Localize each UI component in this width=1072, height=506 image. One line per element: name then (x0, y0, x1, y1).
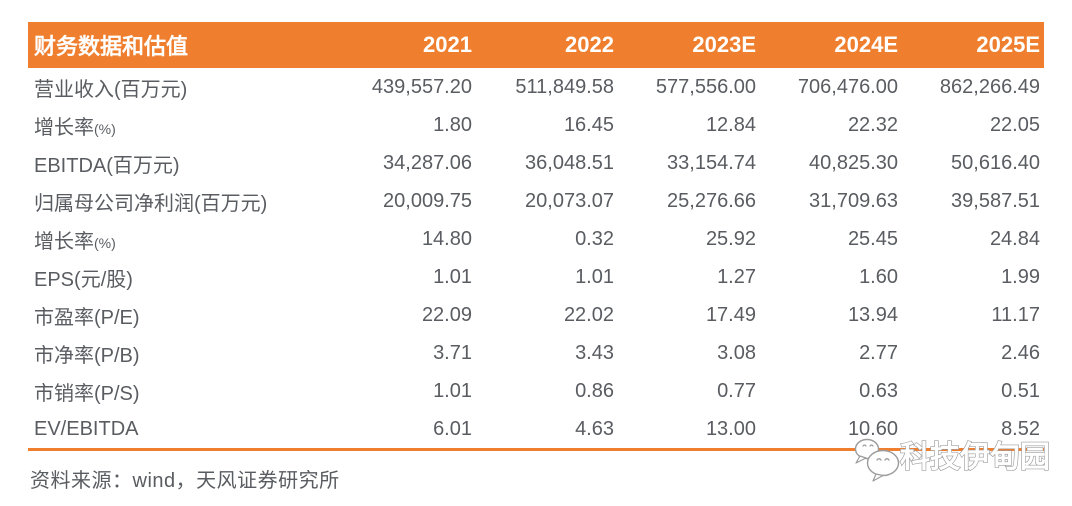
cell-value: 16.45 (563, 113, 614, 136)
row-label: 市盈率(P/E) (34, 306, 140, 329)
table-row: 增长率(%) 1.80 16.45 12.84 22.32 22.05 (28, 106, 1044, 144)
cell-value: 1.01 (433, 265, 472, 288)
cell-value: 10.60 (847, 417, 898, 440)
cell-value: 1.80 (433, 113, 472, 136)
table-row: 增长率(%) 14.80 0.32 25.92 25.45 24.84 (28, 220, 1044, 258)
cell-value: 11.17 (991, 303, 1040, 326)
column-header-2021: 2021 (423, 32, 472, 57)
cell-value: 8.52 (1001, 417, 1040, 440)
cell-value: 12.84 (705, 113, 756, 136)
cell-value: 50,616.40 (951, 151, 1040, 174)
cell-value: 0.51 (1001, 379, 1040, 402)
cell-value: 1.01 (433, 379, 472, 402)
cell-value: 2.46 (1001, 341, 1040, 364)
table-row: EBITDA(百万元) 34,287.06 36,048.51 33,154.74 40… (28, 144, 1044, 182)
cell-value: 0.63 (859, 379, 898, 402)
table-row: 市盈率(P/E) 22.09 22.02 17.49 13.94 11.17 (28, 296, 1044, 334)
cell-value: 22.02 (563, 303, 614, 326)
column-header-2022: 2022 (565, 32, 614, 57)
table-row: 市销率(P/S) 1.01 0.86 0.77 0.63 0.51 (28, 372, 1044, 410)
cell-value: 25,276.66 (667, 189, 756, 212)
row-label: 增长率(%) (34, 230, 116, 253)
row-label: EPS(元/股) (34, 268, 133, 291)
cell-value: 511,849.58 (515, 75, 614, 98)
cell-value: 25.45 (847, 227, 898, 250)
row-label: EBITDA(百万元) (34, 154, 180, 177)
cell-value: 1.60 (859, 265, 898, 288)
cell-value: 39,587.51 (951, 189, 1040, 212)
cell-value: 24.84 (989, 227, 1040, 250)
column-header-2025e: 2025E (976, 32, 1040, 57)
table-header-row: 财务数据和估值 2021 2022 2023E 2024E 2025E (28, 22, 1044, 68)
cell-value: 439,557.20 (371, 75, 472, 98)
cell-value: 13.00 (705, 417, 756, 440)
cell-value: 6.01 (433, 417, 472, 440)
row-label: 市净率(P/B) (34, 344, 140, 367)
table-row: 市净率(P/B) 3.71 3.43 3.08 2.77 2.46 (28, 334, 1044, 372)
row-label: 营业收入(百万元) (34, 78, 188, 101)
cell-value: 3.43 (575, 341, 614, 364)
cell-value: 3.08 (717, 341, 756, 364)
row-label: 市销率(P/S) (34, 382, 140, 405)
column-header-2023e: 2023E (692, 32, 756, 57)
column-header-2024e: 2024E (834, 32, 898, 57)
cell-value: 577,556.00 (655, 75, 756, 98)
cell-value: 40,825.30 (809, 151, 898, 174)
table-row: 营业收入(百万元) 439,557.20 511,849.58 577,556.00 7… (28, 68, 1044, 106)
cell-value: 33,154.74 (667, 151, 756, 174)
cell-value: 1.27 (717, 265, 756, 288)
cell-value: 862,266.49 (939, 75, 1040, 98)
financial-table: 财务数据和估值 2021 2022 2023E 2024E 2025E 营业收入… (28, 22, 1044, 448)
table-title: 财务数据和估值 (34, 34, 189, 59)
cell-value: 31,709.63 (809, 189, 898, 212)
cell-value: 36,048.51 (525, 151, 614, 174)
cell-value: 22.32 (847, 113, 898, 136)
cell-value: 17.49 (705, 303, 756, 326)
cell-value: 1.99 (1001, 265, 1040, 288)
cell-value: 34,287.06 (383, 151, 472, 174)
cell-value: 22.05 (989, 113, 1040, 136)
cell-value: 25.92 (705, 227, 756, 250)
table-row: 归属母公司净利润(百万元) 20,009.75 20,073.07 25,276.66… (28, 182, 1044, 220)
cell-value: 706,476.00 (797, 75, 898, 98)
row-label: EV/EBITDA (34, 417, 139, 440)
table-bottom-border (28, 448, 1044, 451)
table-row: EV/EBITDA 6.01 4.63 13.00 10.60 8.52 (28, 410, 1044, 448)
cell-value: 1.01 (575, 265, 614, 288)
cell-value: 13.94 (847, 303, 898, 326)
row-label: 增长率(%) (34, 116, 116, 139)
cell-value: 0.86 (575, 379, 614, 402)
cell-value: 3.71 (433, 341, 472, 364)
cell-value: 0.32 (575, 227, 614, 250)
cell-value: 14.80 (421, 227, 472, 250)
cell-value: 20,009.75 (383, 189, 472, 212)
cell-value: 0.77 (717, 379, 756, 402)
cell-value: 2.77 (859, 341, 898, 364)
cell-value: 22.09 (421, 303, 472, 326)
source-note: 资料来源：wind，天风证券研究所 (30, 470, 340, 492)
cell-value: 4.63 (575, 417, 614, 440)
row-label: 归属母公司净利润(百万元) (34, 192, 268, 215)
table-row: EPS(元/股) 1.01 1.01 1.27 1.60 1.99 (28, 258, 1044, 296)
cell-value: 20,073.07 (525, 189, 614, 212)
table-body: 营业收入(百万元) 439,557.20 511,849.58 577,556.00 7… (28, 68, 1044, 448)
